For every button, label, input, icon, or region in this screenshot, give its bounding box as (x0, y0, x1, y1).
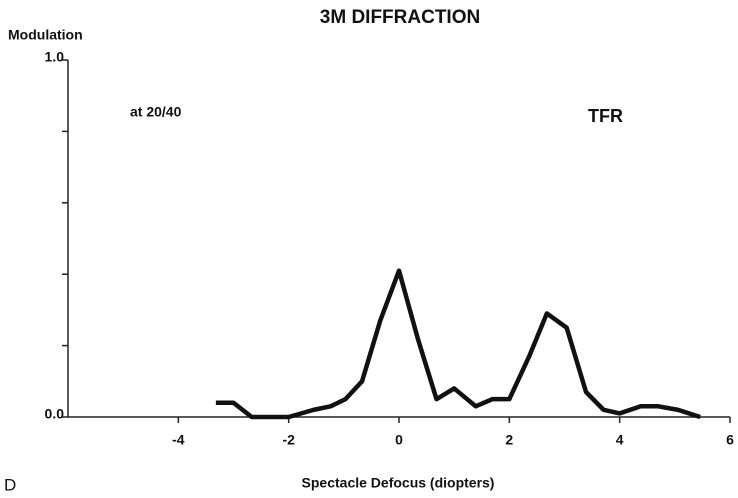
x-tick-label: 0 (395, 432, 403, 448)
x-tick-label: 6 (726, 432, 734, 448)
x-tick-label: -2 (282, 432, 295, 448)
x-axis-label: Spectacle Defocus (diopters) (302, 475, 495, 491)
panel-label: D (4, 475, 16, 494)
x-tick-label: 4 (616, 432, 624, 448)
x-tick-label: -4 (172, 432, 185, 448)
x-tick-label: 2 (505, 432, 513, 448)
data-line (215, 268, 701, 420)
chart-title: 3M DIFFRACTION (320, 7, 480, 28)
y-axis-label: Modulation (8, 27, 83, 43)
annotation: at 20/40 (130, 104, 182, 120)
annotation: TFR (588, 106, 623, 126)
y-tick-label: 1.0 (45, 49, 65, 65)
y-tick-label: 0.0 (45, 406, 65, 422)
